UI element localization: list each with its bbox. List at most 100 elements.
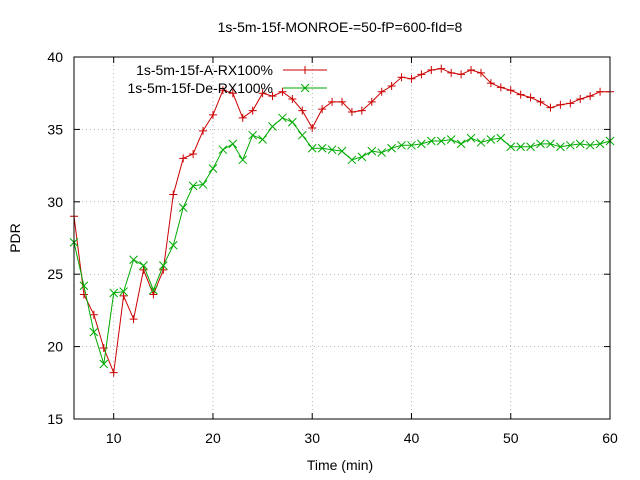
- x-axis-label: Time (min): [307, 457, 373, 473]
- data-point: [198, 180, 208, 189]
- data-point: [139, 265, 148, 274]
- data-point: [397, 73, 406, 82]
- data-point: [288, 94, 297, 103]
- data-point: [79, 290, 88, 299]
- data-point: [328, 97, 337, 106]
- data-point: [338, 97, 346, 106]
- data-point: [447, 68, 456, 77]
- data-point: [119, 287, 128, 296]
- data-point: [149, 290, 158, 299]
- data-point: [189, 150, 198, 159]
- data-point: [565, 140, 575, 150]
- data-point: [278, 113, 287, 123]
- data-point: [278, 87, 287, 96]
- data-point: [129, 255, 138, 265]
- data-point: [218, 145, 228, 155]
- data-point: [139, 261, 148, 270]
- data-point: [377, 87, 386, 96]
- data-point: [526, 93, 535, 102]
- data-point: [457, 70, 466, 79]
- y-tick-label: 15: [47, 411, 63, 427]
- data-point: [417, 139, 426, 149]
- data-point: [367, 97, 376, 106]
- data-point: [585, 140, 595, 150]
- y-tick-label: 25: [47, 266, 63, 282]
- data-point: [318, 105, 327, 114]
- data-point: [506, 142, 516, 152]
- data-point: [476, 138, 486, 147]
- data-point: [516, 90, 525, 99]
- data-point: [248, 106, 257, 115]
- y-tick-label: 20: [47, 339, 63, 355]
- data-point: [159, 265, 168, 274]
- data-point: [268, 92, 277, 101]
- data-point: [129, 315, 138, 324]
- data-point: [327, 145, 337, 155]
- data-point: [258, 89, 267, 98]
- data-point: [99, 359, 109, 369]
- x-tick-label: 20: [205, 430, 221, 446]
- data-point: [556, 142, 565, 152]
- data-point: [486, 135, 496, 144]
- data-point: [109, 368, 118, 377]
- data-point: [397, 140, 406, 150]
- data-point: [288, 117, 297, 127]
- data-point: [456, 139, 466, 149]
- data-point: [417, 70, 426, 79]
- data-point: [248, 130, 258, 140]
- data-point: [407, 74, 416, 83]
- data-point: [526, 142, 535, 152]
- data-point: [496, 83, 505, 92]
- x-tick-label: 10: [106, 430, 122, 446]
- data-point: [179, 154, 188, 163]
- data-point: [496, 133, 506, 143]
- data-point: [89, 310, 98, 319]
- data-point: [486, 79, 495, 88]
- data-point: [426, 136, 436, 146]
- data-point: [596, 87, 605, 96]
- data-point: [387, 143, 396, 153]
- data-point: [357, 152, 367, 162]
- data-point: [575, 139, 585, 149]
- data-point: [119, 291, 128, 300]
- data-point: [546, 103, 555, 112]
- x-tick-label: 30: [304, 430, 320, 446]
- data-point: [168, 240, 178, 250]
- data-point: [307, 143, 317, 153]
- data-point: [188, 181, 198, 191]
- data-point: [178, 203, 188, 212]
- data-point: [546, 139, 555, 149]
- data-point: [556, 100, 565, 109]
- data-point: [516, 142, 526, 152]
- data-point: [317, 143, 327, 153]
- data-point: [536, 139, 545, 149]
- legend-sample-a: [283, 66, 327, 74]
- y-tick-label: 40: [47, 49, 63, 65]
- data-point: [79, 281, 89, 291]
- legend: 1s-5m-15f-A-RX100% 1s-5m-15f-De-RX100%: [128, 62, 327, 96]
- data-point: [158, 261, 168, 270]
- data-point: [228, 139, 238, 149]
- data-point: [437, 64, 446, 73]
- legend-sample-de: [283, 83, 327, 93]
- chart-title: 1s-5m-15f-MONROE-=50-fP=600-fId=8: [218, 19, 463, 35]
- x-tick-label: 40: [404, 430, 420, 446]
- series-line: [73, 68, 610, 375]
- data-point: [446, 135, 456, 144]
- data-point: [208, 110, 217, 119]
- data-point: [466, 133, 476, 143]
- data-point: [586, 92, 595, 101]
- series: [69, 64, 615, 377]
- data-point: [347, 155, 357, 165]
- data-point: [89, 327, 99, 337]
- data-point: [337, 146, 347, 156]
- legend-label-a: 1s-5m-15f-A-RX100%: [136, 62, 273, 78]
- data-point: [228, 89, 237, 98]
- series-1: [69, 113, 615, 369]
- data-point: [357, 106, 366, 115]
- data-point: [407, 140, 416, 150]
- data-point: [377, 148, 387, 157]
- data-point: [308, 123, 317, 132]
- data-point: [566, 99, 575, 108]
- data-point: [297, 130, 307, 140]
